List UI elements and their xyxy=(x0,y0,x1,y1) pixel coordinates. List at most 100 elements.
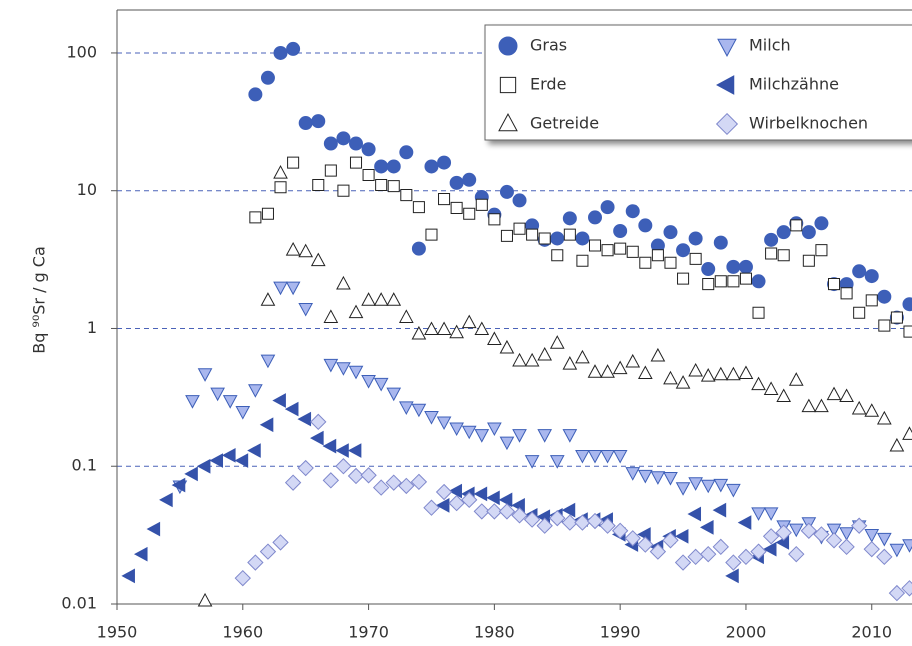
point xyxy=(549,509,566,527)
point xyxy=(814,216,829,231)
point xyxy=(323,358,339,373)
point xyxy=(324,164,337,177)
point xyxy=(726,259,741,274)
point xyxy=(196,458,211,474)
y-tick-label: 0.1 xyxy=(72,456,97,475)
point xyxy=(463,207,476,220)
point xyxy=(435,498,450,513)
point xyxy=(575,231,590,246)
point xyxy=(688,231,703,246)
point xyxy=(297,411,312,427)
point xyxy=(323,136,338,151)
point xyxy=(625,204,640,219)
point xyxy=(297,459,314,477)
point xyxy=(649,543,667,560)
legend-marker xyxy=(498,36,518,56)
point xyxy=(888,584,906,602)
point xyxy=(512,193,527,208)
point xyxy=(700,479,716,494)
point xyxy=(474,429,490,443)
point xyxy=(210,387,225,402)
point xyxy=(688,362,703,377)
point xyxy=(852,264,867,279)
point xyxy=(234,569,251,587)
point xyxy=(374,159,389,174)
point xyxy=(133,546,148,562)
point xyxy=(499,184,514,199)
point xyxy=(826,386,842,401)
point xyxy=(448,494,465,512)
x-tick-label: 2000 xyxy=(726,623,767,642)
point xyxy=(688,477,703,491)
point xyxy=(322,472,340,489)
point xyxy=(272,534,289,551)
point xyxy=(625,353,641,368)
point xyxy=(637,469,653,484)
point xyxy=(261,207,274,220)
point xyxy=(876,548,893,566)
point xyxy=(171,477,186,493)
point xyxy=(663,225,678,240)
legend-marker xyxy=(717,38,737,57)
point xyxy=(839,388,854,403)
point xyxy=(838,538,855,556)
x-tick-label: 1970 xyxy=(348,623,389,642)
point xyxy=(839,527,854,541)
legend-label: Milchzähne xyxy=(749,75,839,94)
point xyxy=(600,364,615,378)
point xyxy=(513,222,526,235)
point xyxy=(600,200,615,215)
point xyxy=(625,467,641,481)
point xyxy=(562,429,578,443)
point xyxy=(197,368,213,382)
point xyxy=(361,375,376,389)
point xyxy=(336,131,351,146)
point xyxy=(713,366,729,381)
point xyxy=(361,142,376,157)
point xyxy=(312,178,325,192)
point xyxy=(601,244,614,257)
point xyxy=(840,287,853,300)
point xyxy=(222,395,238,409)
point xyxy=(424,411,439,425)
point xyxy=(310,430,324,446)
point xyxy=(448,483,463,499)
point xyxy=(876,410,892,425)
point xyxy=(800,522,818,539)
point xyxy=(561,514,579,531)
point xyxy=(763,507,779,521)
y-axis-label: Bq ⁹⁰Sr / g Ca xyxy=(30,246,49,354)
legend-label: Wirbelknochen xyxy=(749,114,868,133)
point xyxy=(588,239,602,252)
point xyxy=(488,213,501,226)
point xyxy=(762,528,780,545)
point xyxy=(587,364,603,378)
point xyxy=(274,181,287,194)
point xyxy=(712,502,727,518)
point xyxy=(702,278,715,291)
point xyxy=(903,325,912,338)
point xyxy=(360,467,377,484)
point xyxy=(398,401,414,416)
point xyxy=(889,543,905,558)
point xyxy=(284,474,302,491)
point xyxy=(387,180,400,193)
point xyxy=(524,352,540,367)
point xyxy=(348,304,364,319)
point xyxy=(751,376,766,391)
point xyxy=(399,145,414,160)
legend-marker xyxy=(716,75,735,95)
point xyxy=(347,443,362,458)
point xyxy=(284,401,299,417)
point xyxy=(424,159,439,174)
point xyxy=(537,346,553,361)
point xyxy=(662,532,679,549)
point xyxy=(310,413,327,431)
point xyxy=(373,377,389,392)
point xyxy=(146,521,161,537)
point xyxy=(713,235,728,250)
point xyxy=(385,474,402,491)
x-tick-label: 2010 xyxy=(851,623,892,642)
point xyxy=(750,543,767,560)
point xyxy=(287,156,300,169)
